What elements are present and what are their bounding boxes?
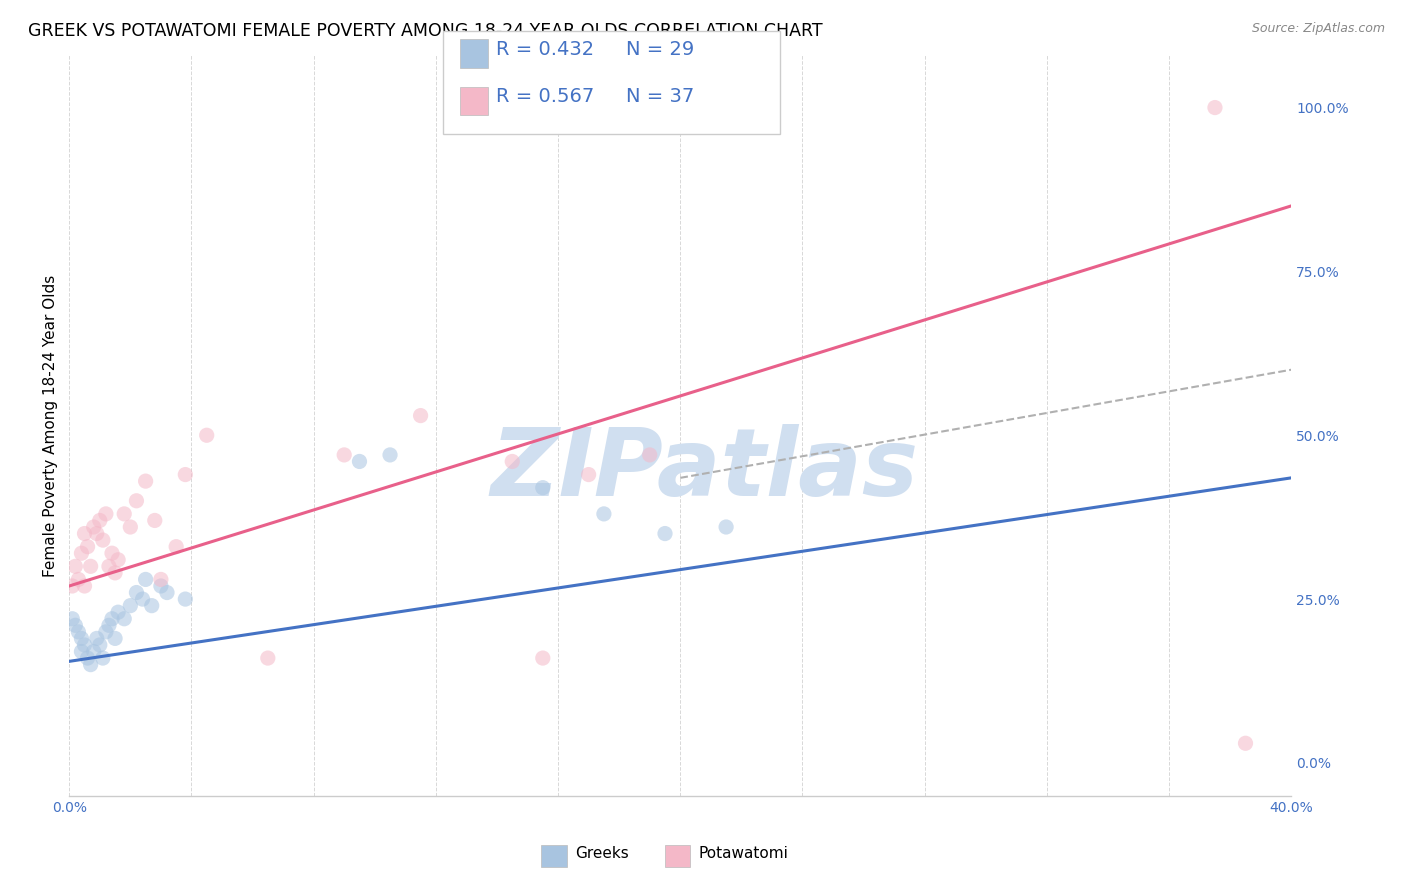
Point	[149, 579, 172, 593]
Point	[73, 638, 96, 652]
Point	[378, 448, 401, 462]
Point	[67, 624, 90, 639]
Point	[65, 618, 87, 632]
Text: GREEK VS POTAWATOMI FEMALE POVERTY AMONG 18-24 YEAR OLDS CORRELATION CHART: GREEK VS POTAWATOMI FEMALE POVERTY AMONG…	[28, 22, 823, 40]
Point	[174, 467, 197, 482]
Point	[165, 540, 187, 554]
Point	[409, 409, 432, 423]
Text: R = 0.432: R = 0.432	[496, 39, 595, 59]
Point	[578, 467, 600, 482]
Point	[120, 599, 142, 613]
Point	[79, 657, 101, 672]
Point	[593, 507, 616, 521]
Point	[654, 526, 676, 541]
Text: Potawatomi: Potawatomi	[699, 846, 789, 861]
Point	[700, 101, 723, 115]
Point	[349, 454, 371, 468]
Point	[112, 507, 135, 521]
Point	[638, 448, 661, 462]
Point	[125, 493, 148, 508]
Point	[112, 612, 135, 626]
Point	[761, 101, 783, 115]
Point	[73, 526, 96, 541]
Point	[79, 559, 101, 574]
Y-axis label: Female Poverty Among 18-24 Year Olds: Female Poverty Among 18-24 Year Olds	[44, 275, 58, 576]
Point	[333, 448, 356, 462]
Point	[83, 644, 105, 658]
Point	[104, 566, 127, 580]
Point	[714, 520, 737, 534]
Point	[86, 632, 108, 646]
Point	[65, 559, 87, 574]
Point	[101, 546, 124, 560]
Point	[501, 454, 523, 468]
Point	[120, 520, 142, 534]
Point	[97, 559, 120, 574]
Point	[70, 546, 93, 560]
Text: N = 37: N = 37	[626, 87, 695, 106]
Point	[143, 513, 166, 527]
Point	[256, 651, 278, 665]
Point	[76, 651, 98, 665]
Point	[141, 599, 163, 613]
Point	[70, 632, 93, 646]
Point	[135, 474, 157, 488]
Text: ZIPatlas: ZIPatlas	[491, 424, 918, 516]
Point	[104, 632, 127, 646]
Point	[73, 579, 96, 593]
Point	[97, 618, 120, 632]
Point	[94, 624, 117, 639]
Point	[94, 507, 117, 521]
Point	[86, 526, 108, 541]
Point	[1234, 736, 1257, 750]
Text: Source: ZipAtlas.com: Source: ZipAtlas.com	[1251, 22, 1385, 36]
Point	[107, 605, 129, 619]
Point	[70, 644, 93, 658]
Point	[531, 481, 554, 495]
Point	[91, 533, 114, 548]
Point	[67, 573, 90, 587]
Point	[174, 592, 197, 607]
Text: N = 29: N = 29	[626, 39, 695, 59]
Text: Greeks: Greeks	[575, 846, 628, 861]
Point	[107, 553, 129, 567]
Point	[60, 579, 83, 593]
Point	[125, 585, 148, 599]
Point	[76, 540, 98, 554]
Point	[135, 573, 157, 587]
Point	[91, 651, 114, 665]
Point	[89, 638, 111, 652]
Point	[89, 513, 111, 527]
Point	[101, 612, 124, 626]
Point	[83, 520, 105, 534]
Point	[1204, 101, 1226, 115]
Point	[60, 612, 83, 626]
Point	[131, 592, 153, 607]
Point	[195, 428, 218, 442]
Point	[149, 573, 172, 587]
Point	[156, 585, 179, 599]
Text: R = 0.567: R = 0.567	[496, 87, 595, 106]
Point	[531, 651, 554, 665]
